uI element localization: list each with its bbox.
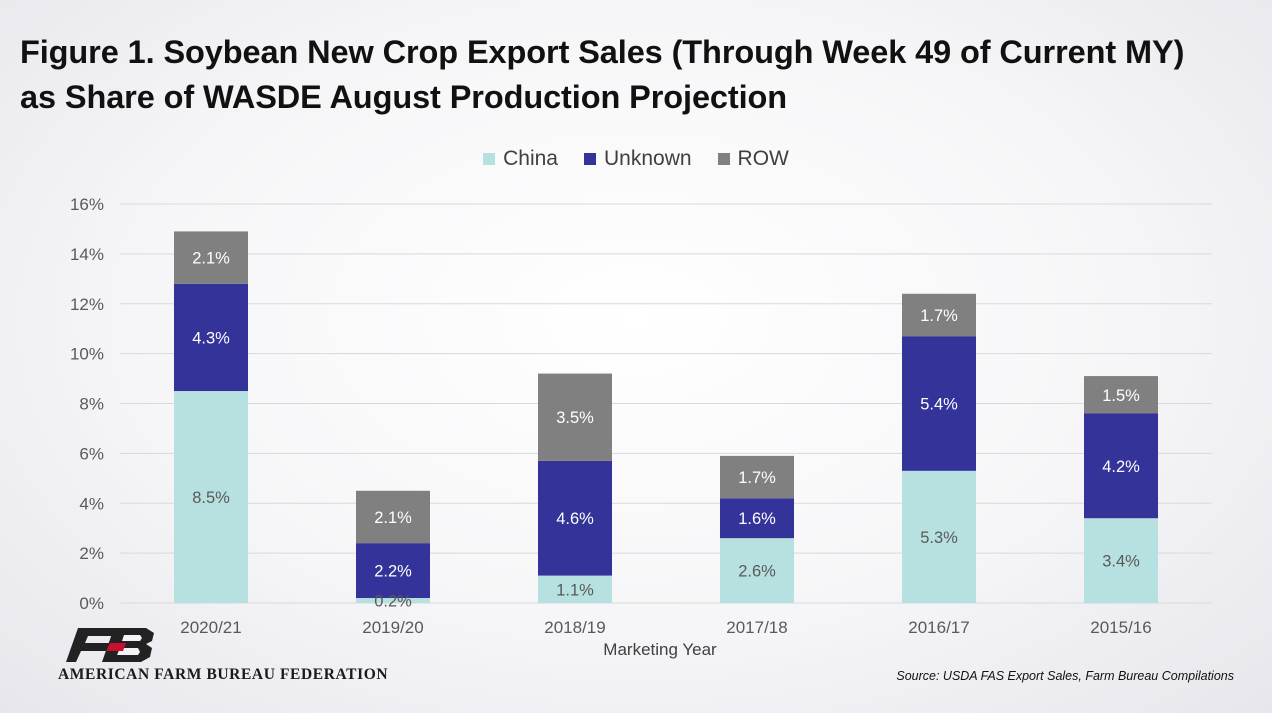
bar-segment-row [174,231,248,284]
legend-item-row: ROW [717,147,789,171]
bar-segment-china [720,538,794,603]
y-tick-label: 10% [70,345,104,364]
legend-item-unknown: Unknown [583,147,692,171]
data-label-row: 1.5% [1102,387,1140,405]
bar-segment-unknown [720,498,794,539]
y-tick-label: 6% [79,444,104,463]
data-label-row: 2.1% [192,250,230,268]
y-axis-ticks: 0% 2% 4% 6% 8% 10% 12% 14% 16% [70,195,104,613]
legend-label-china: China [503,147,558,170]
bar-segment-china [1084,518,1158,603]
data-label-row: 3.5% [556,409,594,427]
x-tick-label: 2018/19 [544,618,605,637]
bar-segment-unknown [174,283,248,392]
data-label-china: 8.5% [192,489,230,507]
legend-label-unknown: Unknown [603,147,692,170]
bar-segment-china [174,391,248,603]
data-label-unknown: 4.6% [556,510,594,528]
y-tick-label: 0% [79,594,104,613]
data-label-unknown: 1.6% [738,510,776,528]
afbf-logo-text: AMERICAN FARM BUREAU FEDERATION [58,666,389,683]
bar-segment-row [356,490,430,544]
y-tick-label: 2% [79,544,104,563]
x-axis-ticks: 2020/21 2019/20 2018/19 2017/18 2016/17 2015/… [180,618,1151,637]
data-label-unknown: 5.4% [920,396,958,414]
chart-title-line-2: as Share of WASDE August Production Proj… [20,79,788,115]
data-labels: 8.5% 4.3% 2.1% 0.2% 2.2% 2.1% 1.1% 4.6% 3.5% 2.6%… [192,250,1140,611]
legend-swatch-china [483,153,496,165]
bar-segment-row [1084,376,1158,414]
chart-legend: China Unknown ROW [0,146,1272,172]
gridlines [120,203,1212,604]
data-label-china: 5.3% [920,529,958,547]
y-tick-label: 12% [70,295,104,314]
y-tick-label: 8% [79,395,104,414]
chart-title-line-1: Figure 1. Soybean New Crop Export Sales … [20,34,1185,70]
bar-segment-row [538,373,612,461]
bar-segment-unknown [1084,413,1158,519]
data-label-unknown: 2.2% [374,563,412,581]
chart-title: Figure 1. Soybean New Crop Export Sales … [20,30,1260,120]
bar-segment-china [538,575,612,603]
legend-item-china: China [483,147,558,171]
x-axis-title: Marketing Year [603,640,717,659]
x-tick-label: 2015/16 [1090,618,1151,637]
bar-segment-unknown [538,460,612,576]
y-tick-label: 4% [79,494,104,513]
y-tick-label: 16% [70,195,104,214]
x-tick-label: 2019/20 [362,618,423,637]
data-label-unknown: 4.2% [1102,458,1140,476]
bar-segment-china [902,470,976,603]
y-tick-label: 14% [70,245,104,264]
x-tick-label: 2017/18 [726,618,787,637]
bar-segment-unknown [902,336,976,471]
bar-segment-unknown [356,543,430,599]
data-label-china: 3.4% [1102,553,1140,571]
bar-segment-row [720,455,794,499]
data-label-china: 1.1% [556,581,594,599]
x-tick-label: 2016/17 [908,618,969,637]
data-label-row: 2.1% [374,509,412,527]
source-note: Source: USDA FAS Export Sales, Farm Bure… [896,669,1234,683]
bar-segment-china [356,598,430,603]
x-tick-label: 2020/21 [180,618,241,637]
bar-segment-row [902,293,976,337]
legend-label-row: ROW [737,147,789,170]
data-label-china: 0.2% [374,593,412,611]
data-label-row: 1.7% [920,307,958,325]
legend-swatch-row [717,153,730,165]
data-label-unknown: 4.3% [192,329,230,347]
afbf-logo: AMERICAN FARM BUREAU FEDERATION [58,626,468,686]
data-label-row: 1.7% [738,469,776,487]
legend-swatch-unknown [583,153,596,165]
data-label-china: 2.6% [738,563,776,581]
bars [174,231,1158,603]
farm-bureau-logo-mark [66,628,154,662]
